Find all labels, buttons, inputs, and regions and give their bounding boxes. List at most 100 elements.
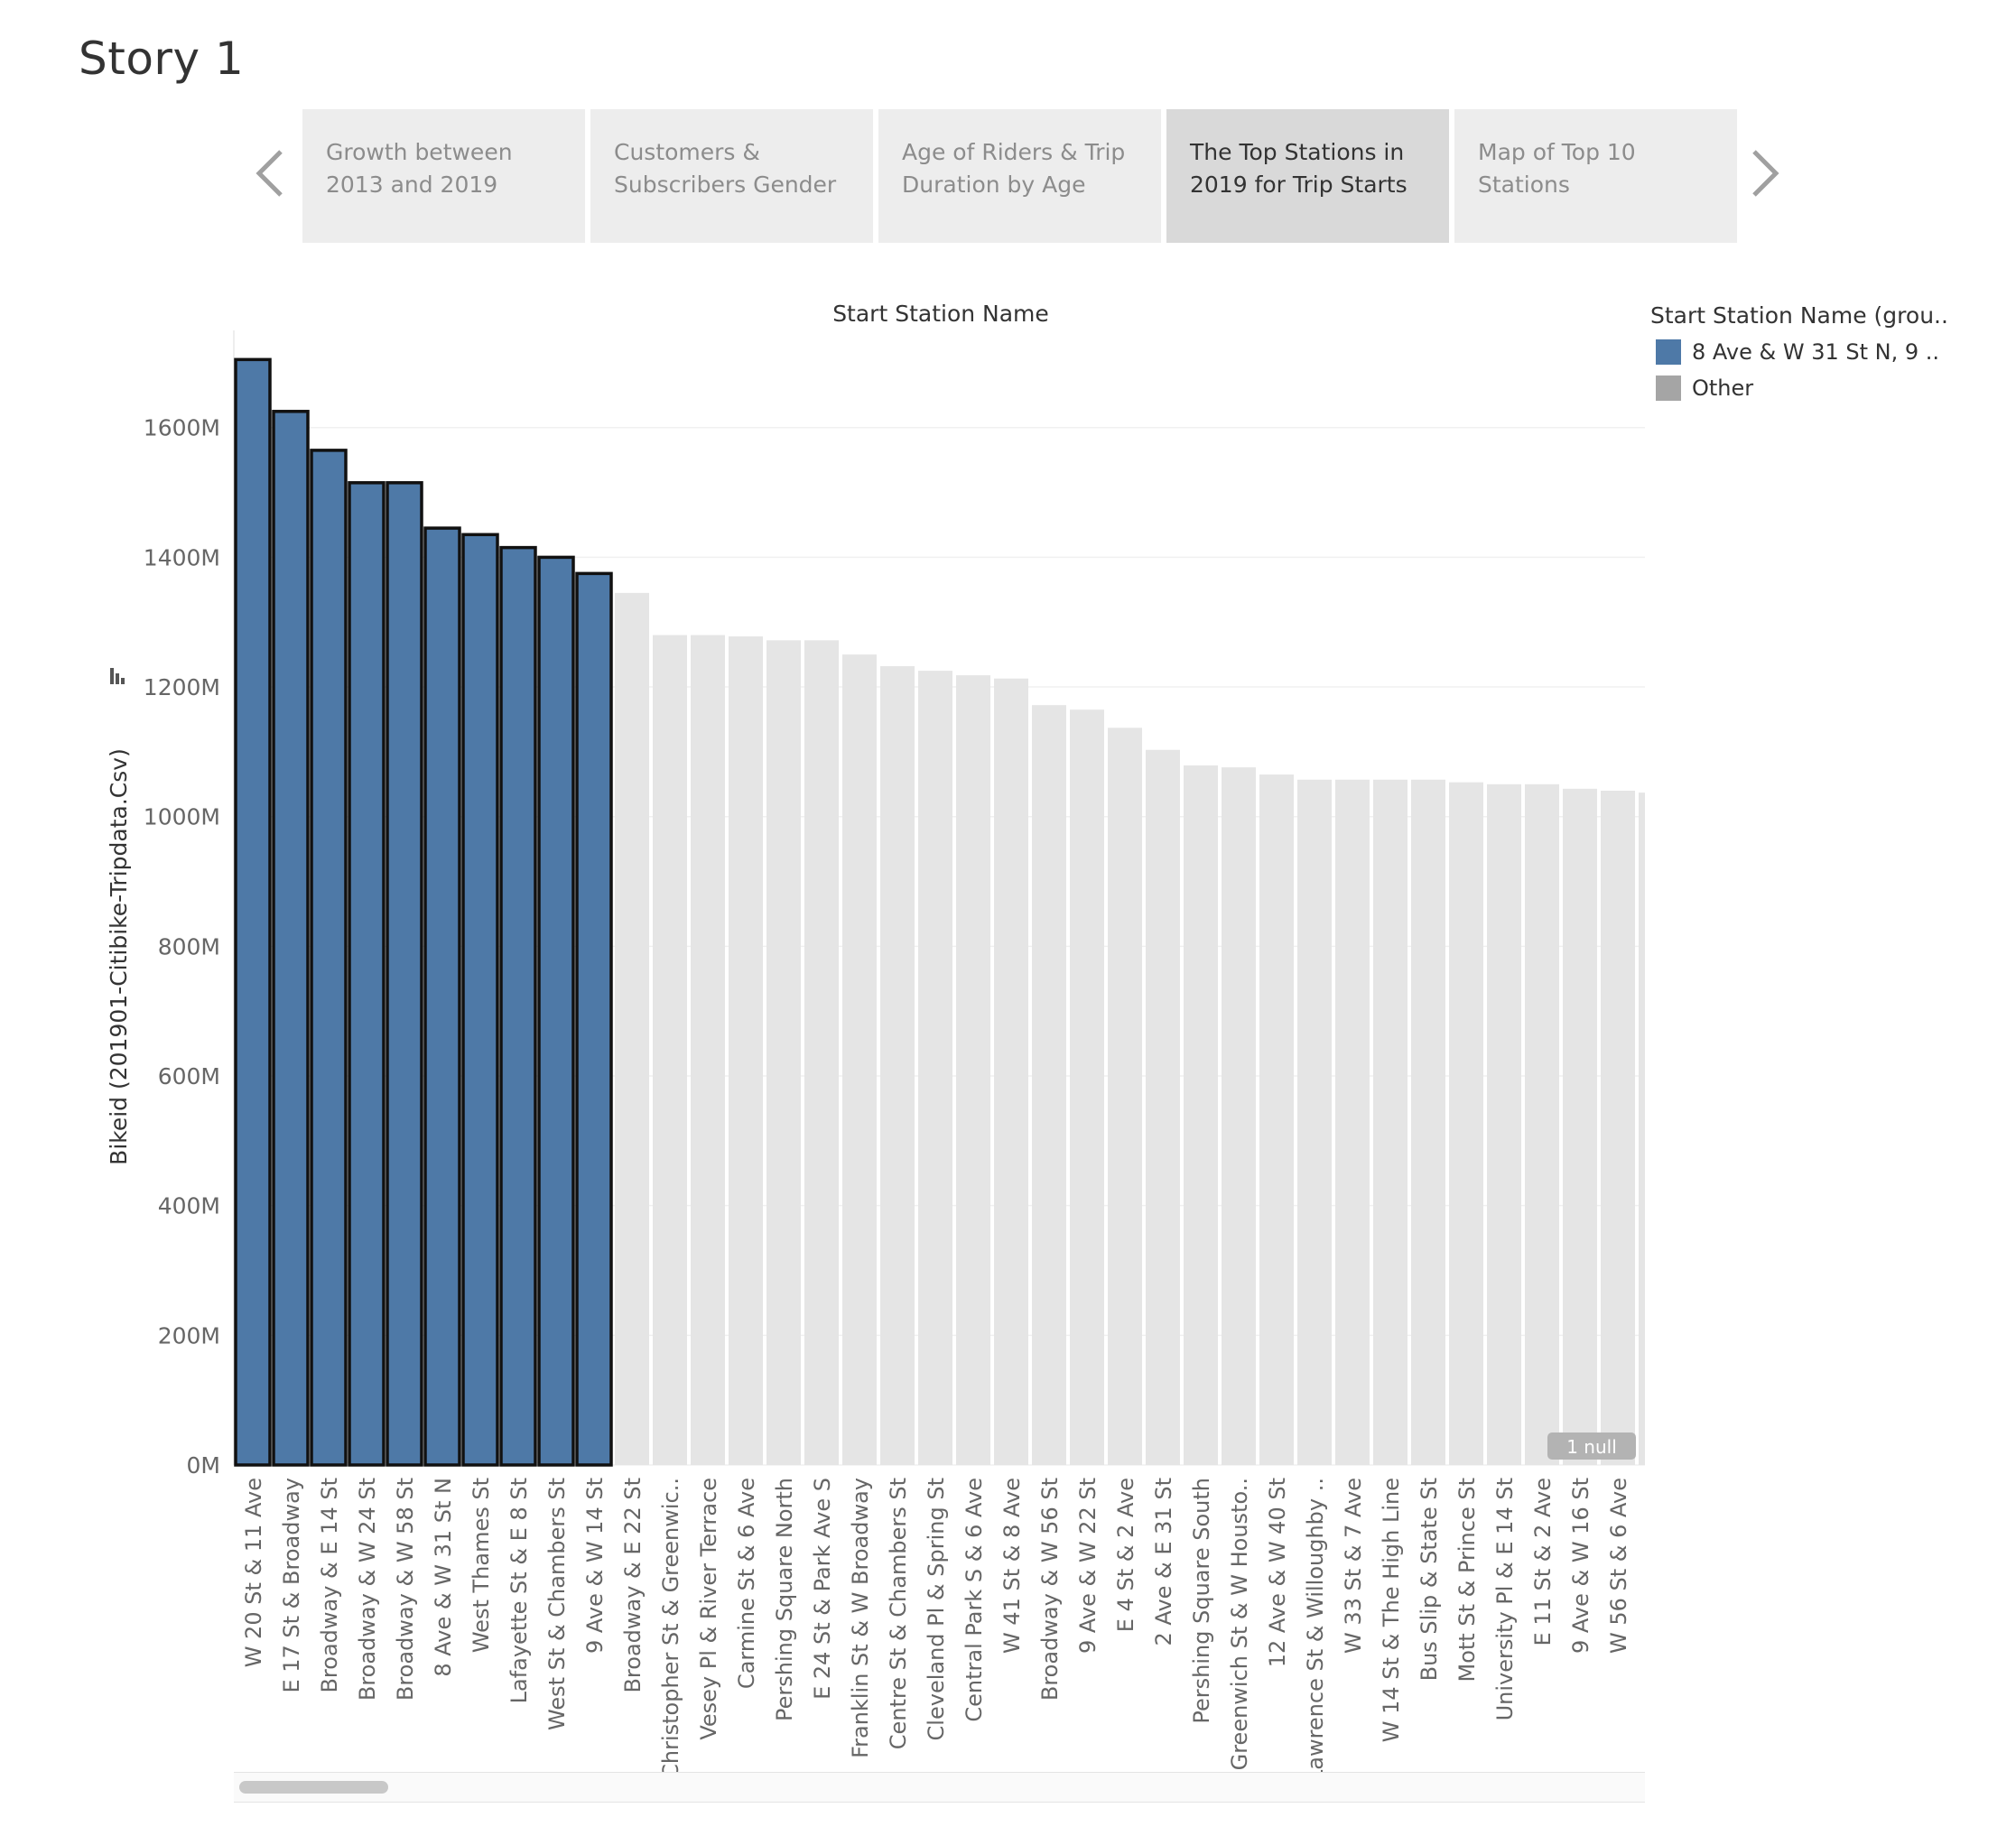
bar-top-station[interactable] [423, 526, 461, 1467]
bar-top-station[interactable] [575, 571, 613, 1467]
legend-swatch [1656, 375, 1681, 401]
x-tick-label: W 56 St & 6 Ave [1606, 1478, 1631, 1654]
story-point-label: Age of Riders & Trip [902, 139, 1126, 165]
bar-other-station[interactable] [729, 636, 763, 1465]
x-tick-label: E 17 St & Broadway [279, 1478, 304, 1693]
x-tick-label: Bus Slip & State St [1417, 1478, 1442, 1681]
bar-other-station[interactable] [842, 654, 877, 1465]
bar-other-station[interactable] [1563, 788, 1597, 1465]
bar-other-station[interactable] [766, 640, 801, 1465]
bar-other-station[interactable] [1601, 790, 1635, 1465]
legend-label: Other [1692, 375, 1754, 401]
x-tick-label: Broadway & W 24 St [355, 1478, 380, 1701]
bar-other-station[interactable] [1639, 793, 1645, 1465]
bar-top-station[interactable] [461, 533, 499, 1467]
story-point-age[interactable]: Age of Riders & Trip Duration by Age [878, 109, 1161, 243]
story-point-growth[interactable]: Growth between 2013 and 2019 [302, 109, 585, 243]
x-tick-label: University Pl & E 14 St [1492, 1478, 1518, 1720]
x-tick-label: 9 Ave & W 22 St [1075, 1478, 1101, 1654]
horizontal-scrollbar[interactable] [234, 1772, 1645, 1803]
bar-other-station[interactable] [691, 635, 725, 1465]
legend-item-other[interactable]: Other [1656, 375, 1948, 401]
story-point-label: The Top Stations in [1190, 139, 1405, 165]
bar-other-station[interactable] [1146, 749, 1180, 1465]
x-tick-label: E 24 St & Park Ave S [810, 1478, 835, 1700]
x-tick-label: Carmine St & 6 Ave [734, 1478, 759, 1689]
sort-icon[interactable] [110, 668, 125, 684]
x-tick-label: Franklin St & W Broadway [848, 1478, 873, 1758]
x-tick-label: Lafayette St & E 8 St [506, 1478, 532, 1703]
x-tick-label: Greenwich St & W Housto.. [1227, 1478, 1252, 1770]
story-title: Story 1 [79, 32, 245, 85]
story-point-label: Map of Top 10 [1478, 139, 1636, 165]
bar-other-station[interactable] [956, 675, 990, 1465]
null-indicator[interactable]: 1 null [1547, 1432, 1636, 1460]
bar-top-station[interactable] [348, 481, 386, 1467]
bar-other-station[interactable] [918, 671, 952, 1465]
story-point-label: 2013 and 2019 [326, 172, 498, 198]
bar-top-station[interactable] [499, 545, 537, 1467]
prev-story-point-button[interactable] [238, 137, 302, 209]
bar-top-station[interactable] [537, 555, 575, 1467]
bar-other-station[interactable] [880, 666, 915, 1465]
x-tick-label: Christopher St & Greenwic.. [658, 1478, 683, 1779]
legend-item-highlighted[interactable]: 8 Ave & W 31 St N, 9 .. [1656, 339, 1948, 365]
legend-label: 8 Ave & W 31 St N, 9 .. [1692, 339, 1940, 365]
x-tick-label: Central Park S & 6 Ave [962, 1478, 987, 1722]
bar-other-station[interactable] [1449, 782, 1483, 1465]
bar-top-station[interactable] [386, 481, 423, 1467]
x-tick-label: West Thames St [469, 1478, 494, 1653]
bar-other-station[interactable] [1525, 783, 1559, 1465]
bar-other-station[interactable] [804, 640, 839, 1465]
x-tick-label: 12 Ave & W 40 St [1265, 1478, 1290, 1667]
bar-other-station[interactable] [1259, 774, 1294, 1465]
bar-other-station[interactable] [1487, 783, 1521, 1465]
x-tick-label: 9 Ave & W 14 St [582, 1478, 608, 1654]
story-point-gender[interactable]: Customers & Subscribers Gender [590, 109, 873, 243]
x-tick-label: 9 Ave & W 16 St [1568, 1478, 1593, 1654]
bar-other-station[interactable] [1108, 728, 1142, 1465]
bar-other-station[interactable] [1411, 779, 1445, 1465]
bar-other-station[interactable] [1222, 767, 1256, 1465]
legend-swatch [1656, 339, 1681, 365]
x-tick-label: Centre St & Chambers St [886, 1478, 911, 1749]
bar-top-station[interactable] [272, 410, 310, 1467]
x-tick-label: West St & Chambers St [544, 1478, 570, 1730]
bar-other-station[interactable] [1184, 765, 1218, 1465]
y-tick-label: 600M [158, 1063, 220, 1089]
y-tick-label: 0M [187, 1452, 220, 1479]
bars [234, 357, 1645, 1467]
story-point-top-stations[interactable]: The Top Stations in 2019 for Trip Starts [1166, 109, 1449, 243]
x-tick-label: E 11 St & 2 Ave [1530, 1478, 1556, 1646]
bar-other-station[interactable] [615, 592, 649, 1465]
x-tick-label: W 33 St & 7 Ave [1341, 1478, 1366, 1654]
story-point-label: Duration by Age [902, 172, 1086, 198]
story-point-label: Growth between [326, 139, 513, 165]
story-point-map[interactable]: Map of Top 10 Stations [1454, 109, 1737, 243]
story-point-label: 2019 for Trip Starts [1190, 172, 1407, 198]
story-point-label: Customers & [614, 139, 760, 165]
next-story-point-button[interactable] [1733, 137, 1797, 209]
x-tick-label: Lawrence St & Willoughby .. [1303, 1478, 1328, 1782]
x-tick-label: 2 Ave & E 31 St [1151, 1478, 1176, 1646]
bar-other-station[interactable] [1070, 709, 1104, 1465]
x-tick-label: W 20 St & 11 Ave [241, 1478, 266, 1667]
x-tick-label: W 41 St & 8 Ave [999, 1478, 1025, 1654]
x-tick-label: W 14 St & The High Line [1379, 1478, 1404, 1742]
x-tick-label: Broadway & W 56 St [1037, 1478, 1063, 1701]
bar-top-station[interactable] [234, 357, 272, 1467]
legend-title: Start Station Name (grou.. [1650, 302, 1948, 329]
bar-other-station[interactable] [653, 635, 687, 1465]
scrollbar-thumb[interactable] [239, 1781, 388, 1794]
chevron-right-icon [1752, 150, 1779, 197]
bar-other-station[interactable] [1335, 779, 1370, 1465]
bar-other-station[interactable] [1373, 779, 1407, 1465]
bar-other-station[interactable] [1032, 705, 1066, 1465]
bar-top-station[interactable] [310, 449, 348, 1467]
bar-other-station[interactable] [1297, 779, 1332, 1465]
y-tick-label: 1400M [144, 544, 220, 570]
x-tick-label: E 4 St & 2 Ave [1113, 1478, 1138, 1632]
x-tick-label: Broadway & E 14 St [317, 1478, 342, 1693]
bar-other-station[interactable] [994, 678, 1028, 1465]
